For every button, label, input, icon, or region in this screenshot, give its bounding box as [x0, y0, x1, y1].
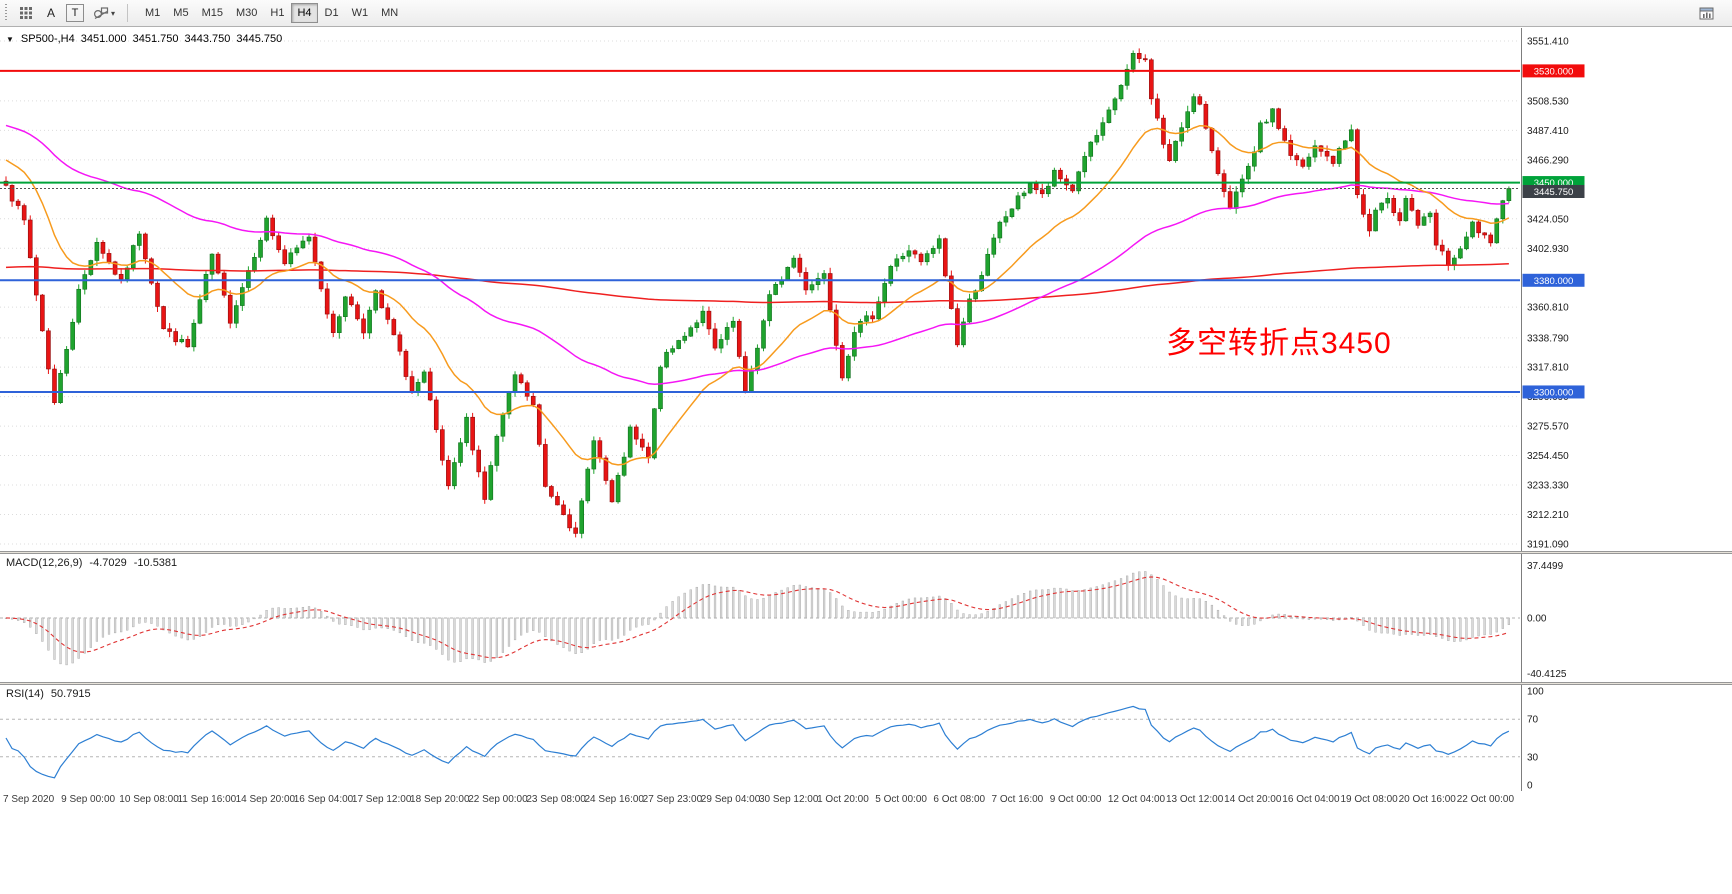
timeframe-w1-button[interactable]: W1 — [346, 3, 375, 23]
rsi-value: 50.7915 — [50, 688, 91, 700]
high-value: 3451.750 — [132, 33, 179, 45]
time-label: 22 Sep 00:00 — [468, 794, 528, 805]
close-value: 3445.750 — [236, 33, 283, 45]
svg-text:30: 30 — [1527, 752, 1539, 763]
svg-text:3275.570: 3275.570 — [1527, 422, 1569, 433]
macd-chart[interactable]: 37.4499 0.00 -40.4125 — [0, 554, 1732, 682]
svg-text:3530.000: 3530.000 — [1534, 66, 1574, 77]
timeframe-h4-button[interactable]: H4 — [291, 3, 318, 23]
svg-text:0: 0 — [1527, 781, 1533, 792]
toolbar-grip[interactable] — [4, 4, 9, 22]
time-label: 29 Sep 04:00 — [700, 794, 761, 805]
symbol-ohlc-line: ▼ SP500-,H4 3451.000 3451.750 3443.750 3… — [6, 33, 282, 45]
time-label: 18 Sep 20:00 — [410, 794, 470, 805]
chart-window-icon — [1699, 7, 1714, 19]
toolbar-separator — [127, 4, 129, 22]
svg-text:3212.210: 3212.210 — [1527, 510, 1569, 521]
time-label: 14 Sep 20:00 — [235, 794, 296, 805]
time-label: 10 Sep 08:00 — [119, 794, 179, 805]
time-label: 5 Oct 00:00 — [875, 794, 927, 805]
low-value: 3443.750 — [184, 33, 231, 45]
timeframe-group: M1 M5 M15 M30 H1 H4 D1 W1 MN — [139, 3, 404, 23]
time-label: 22 Oct 00:00 — [1456, 794, 1515, 805]
timeframe-m5-button[interactable]: M5 — [167, 3, 194, 23]
svg-text:3317.810: 3317.810 — [1527, 363, 1569, 374]
macd-main-value: -4.7029 — [89, 557, 127, 569]
chevron-down-icon: ▾ — [111, 8, 116, 18]
candlestick-chart[interactable]: 3551.410 3508.530 3487.410 3466.290 3424.050… — [0, 28, 1732, 551]
time-label: 7 Oct 16:00 — [991, 794, 1044, 805]
time-label: 6 Oct 08:00 — [933, 794, 986, 805]
annotation-text: 多空转折点3450 — [1166, 327, 1392, 360]
charts-grid-icon — [20, 7, 32, 19]
time-label: 9 Sep 00:00 — [61, 794, 116, 805]
rsi-label: RSI(14) 50.7915 — [6, 688, 91, 700]
timeframe-h1-button[interactable]: H1 — [264, 3, 290, 23]
top-toolbar: A T ▾ M1 M5 M15 M30 H1 H4 D1 W1 MN — [0, 0, 1732, 27]
svg-text:37.4499: 37.4499 — [1527, 561, 1564, 572]
svg-text:3380.000: 3380.000 — [1534, 276, 1574, 287]
cursor-tool-button[interactable]: A — [40, 3, 62, 24]
time-label: 13 Oct 12:00 — [1166, 794, 1224, 805]
time-label: 9 Oct 00:00 — [1049, 794, 1102, 805]
svg-text:3445.750: 3445.750 — [1534, 187, 1574, 198]
panel-splitter[interactable] — [0, 682, 1732, 685]
svg-text:3424.050: 3424.050 — [1527, 214, 1569, 225]
text-tool-button[interactable]: T — [66, 4, 84, 22]
timeframe-d1-button[interactable]: D1 — [319, 3, 345, 23]
svg-text:3360.810: 3360.810 — [1527, 303, 1569, 314]
time-label: 30 Sep 12:00 — [758, 794, 819, 805]
rsi-chart[interactable]: 100 70 30 0 — [0, 685, 1732, 791]
time-label: 17 Sep 12:00 — [351, 794, 412, 805]
rsi-name: RSI(14) — [6, 688, 44, 700]
svg-text:3254.450: 3254.450 — [1527, 451, 1569, 462]
time-label: 11 Sep 16:00 — [177, 794, 237, 805]
svg-text:-40.4125: -40.4125 — [1527, 669, 1567, 680]
svg-text:100: 100 — [1527, 687, 1544, 698]
svg-text:3300.000: 3300.000 — [1534, 387, 1574, 398]
time-label: 19 Oct 08:00 — [1340, 794, 1398, 805]
timeframe-m30-button[interactable]: M30 — [230, 3, 263, 23]
time-axis[interactable]: 7 Sep 2020 9 Sep 00:00 10 Sep 08:00 11 Sep … — [0, 791, 1732, 813]
macd-name: MACD(12,26,9) — [6, 557, 83, 569]
macd-signal-value: -10.5381 — [133, 557, 178, 569]
time-label: 24 Sep 16:00 — [584, 794, 645, 805]
svg-text:3450.000: 3450.000 — [1534, 178, 1574, 189]
rsi-panel[interactable]: 100 70 30 0 RSI(14) 50.7915 — [0, 685, 1732, 791]
charts-grid-button[interactable] — [14, 3, 38, 24]
timeframe-m1-button[interactable]: M1 — [139, 3, 166, 23]
svg-text:3551.410: 3551.410 — [1527, 37, 1569, 48]
svg-text:3338.790: 3338.790 — [1527, 333, 1569, 344]
time-label: 20 Oct 16:00 — [1398, 794, 1456, 805]
time-label: 16 Sep 04:00 — [293, 794, 354, 805]
svg-text:3233.330: 3233.330 — [1527, 481, 1569, 492]
time-label: 16 Oct 04:00 — [1282, 794, 1340, 805]
open-value: 3451.000 — [80, 33, 127, 45]
svg-text:3402.930: 3402.930 — [1527, 244, 1569, 255]
symbol-label: SP500-,H4 — [20, 33, 75, 45]
svg-text:70: 70 — [1527, 715, 1539, 726]
triangle-down-icon: ▼ — [6, 34, 14, 44]
svg-text:3191.090: 3191.090 — [1527, 540, 1569, 551]
time-label: 12 Oct 04:00 — [1107, 794, 1166, 805]
svg-text:0.00: 0.00 — [1527, 613, 1547, 624]
chart-window-button[interactable] — [1694, 3, 1719, 24]
shapes-tool-button[interactable]: ▾ — [88, 3, 120, 24]
svg-text:3508.530: 3508.530 — [1527, 96, 1569, 107]
macd-panel[interactable]: 37.4499 0.00 -40.4125 MACD(12,26,9) -4.702… — [0, 554, 1732, 682]
macd-label: MACD(12,26,9) -4.7029 -10.5381 — [6, 557, 177, 569]
price-chart-panel[interactable]: 3551.410 3508.530 3487.410 3466.290 3424.050… — [0, 28, 1732, 551]
time-label: 14 Oct 20:00 — [1224, 794, 1282, 805]
time-label: 1 Oct 20:00 — [817, 794, 869, 805]
time-label: 23 Sep 08:00 — [526, 794, 586, 805]
shapes-icon — [93, 7, 109, 20]
time-label: 7 Sep 2020 — [3, 794, 55, 805]
panel-splitter[interactable] — [0, 551, 1732, 554]
time-label: 27 Sep 23:00 — [642, 794, 703, 805]
timeframe-mn-button[interactable]: MN — [375, 3, 404, 23]
svg-text:3487.410: 3487.410 — [1527, 126, 1569, 137]
svg-text:3466.290: 3466.290 — [1527, 155, 1569, 166]
timeframe-m15-button[interactable]: M15 — [196, 3, 229, 23]
